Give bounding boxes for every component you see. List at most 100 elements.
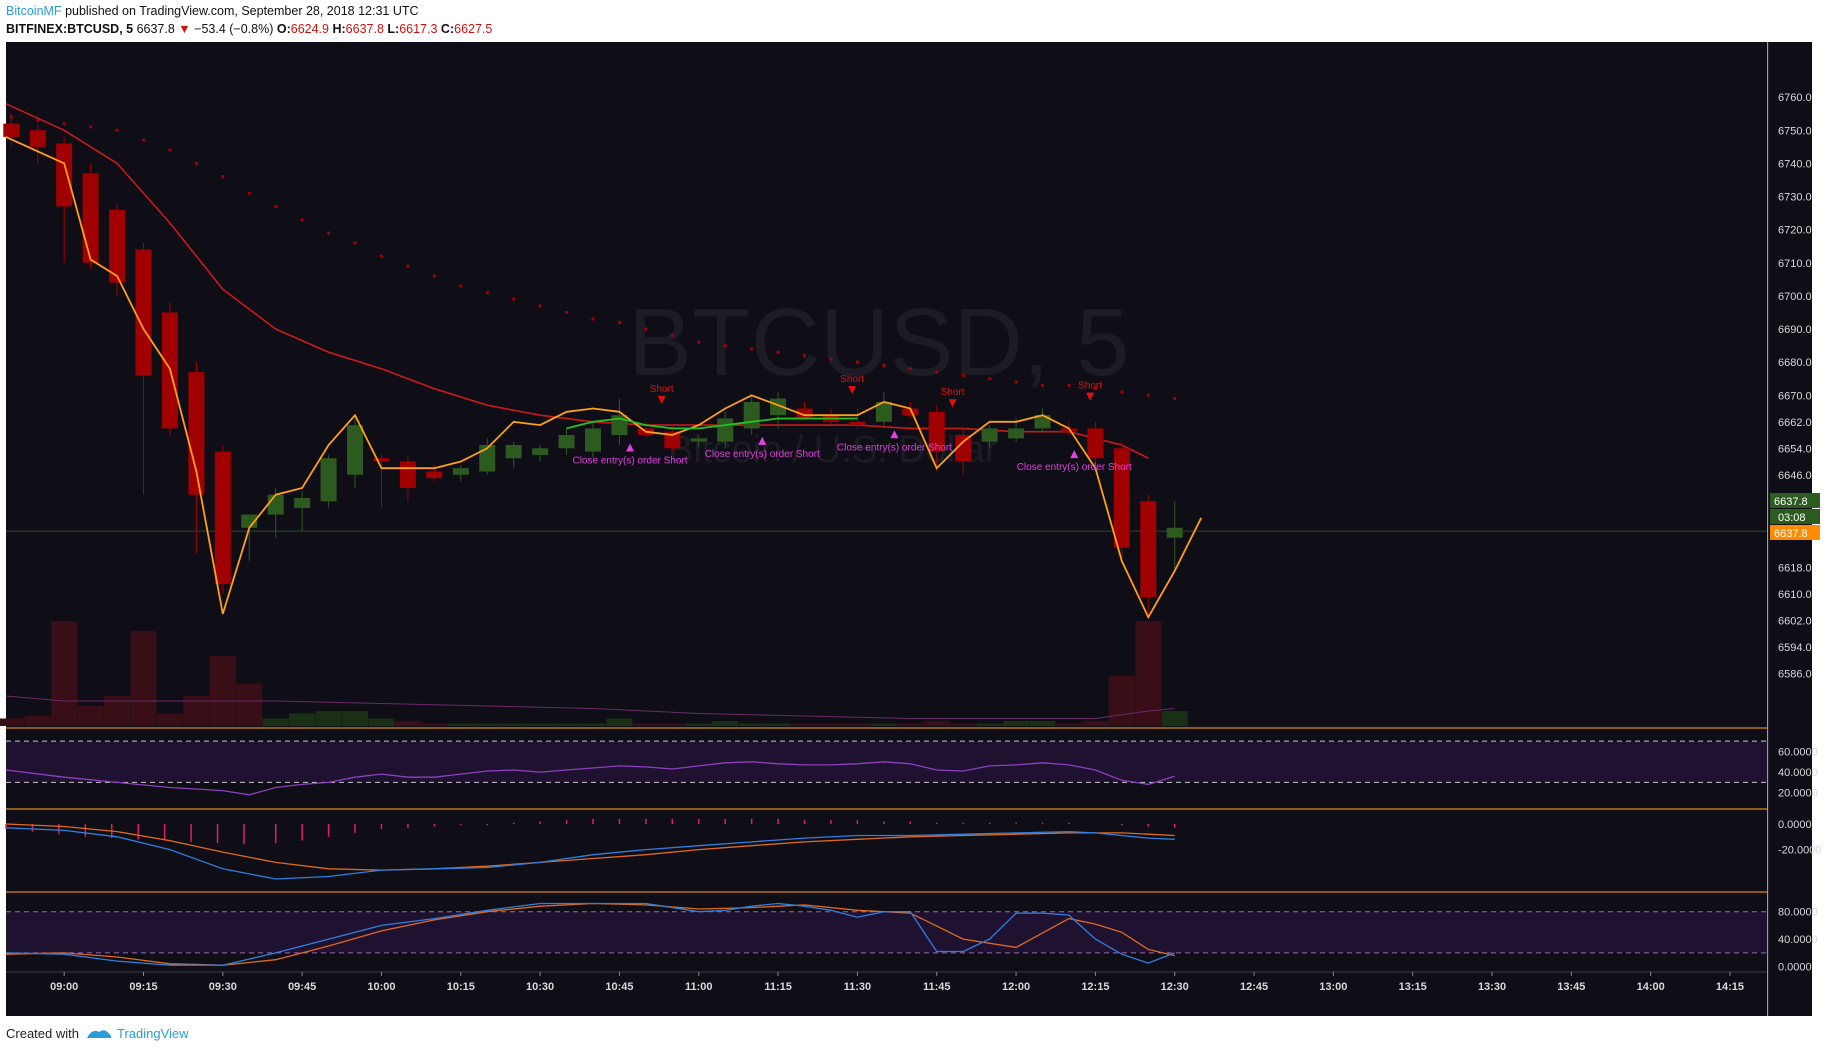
volume-bar — [421, 723, 448, 726]
sar-dot — [1067, 383, 1071, 387]
time-tick-label: 13:00 — [1319, 981, 1347, 993]
sar-dot — [512, 297, 516, 301]
time-tick-label: 09:45 — [288, 981, 316, 993]
price-tick-label: 6654.0 — [1778, 443, 1812, 455]
volume-bar — [606, 718, 633, 726]
short-arrow-icon — [948, 399, 957, 408]
candle-down — [3, 123, 20, 137]
price-tick-label: 6602.0 — [1778, 616, 1812, 628]
sar-dot — [221, 175, 225, 179]
candle-up — [690, 438, 707, 442]
time-tick-label: 12:15 — [1081, 981, 1109, 993]
price-change: −53.4 (−0.8%) — [194, 22, 274, 36]
candle-down — [188, 372, 205, 495]
sar-dot — [168, 148, 172, 152]
time-tick-label: 11:15 — [764, 981, 792, 993]
sar-dot — [591, 317, 595, 321]
price-tick-label: 6610.0 — [1778, 589, 1812, 601]
close-arrow-icon — [1070, 450, 1079, 459]
symbol-line: BITFINEX:BTCUSD, 5 6637.8 ▼ −53.4 (−0.8%… — [6, 22, 492, 36]
volume-bar — [1108, 676, 1135, 726]
candle-down — [109, 209, 126, 283]
short-arrow-icon — [1086, 392, 1095, 401]
price-tick-label: 6740.0 — [1778, 158, 1812, 170]
macd-signal-line — [5, 823, 1175, 871]
candle-up — [347, 425, 364, 475]
close-order-label: Close entry(s) order Short — [572, 456, 687, 467]
short-arrow-icon — [848, 385, 857, 394]
stoch-band — [6, 911, 1767, 953]
time-axis-background — [6, 972, 1767, 1016]
time-tick-label: 09:15 — [129, 981, 157, 993]
open-label: O: — [276, 22, 291, 36]
price-tick-label: 6586.0 — [1778, 669, 1812, 681]
chart-header: BitcoinMF published on TradingView.com, … — [0, 0, 1828, 42]
volume-bar — [1161, 711, 1188, 726]
time-tick-label: 12:00 — [1002, 981, 1030, 993]
candle-down — [82, 173, 99, 263]
volume-bar — [685, 723, 712, 726]
price-tick-label: 6646.0 — [1778, 470, 1812, 482]
candle-up — [479, 444, 496, 472]
volume-bar — [923, 721, 950, 726]
volume-bar — [632, 723, 659, 726]
sar-dot — [432, 274, 436, 278]
sar-dot — [882, 363, 886, 368]
volume-bar — [870, 723, 897, 726]
sar-dot — [961, 373, 965, 378]
candle-up — [505, 444, 522, 459]
price-tick-label: 6730.0 — [1778, 192, 1812, 204]
tradingview-link[interactable]: TradingView — [117, 1026, 189, 1041]
high-label: H: — [332, 22, 346, 36]
sar-dot — [459, 284, 463, 288]
time-tick-label: 10:30 — [526, 981, 554, 993]
short-arrow-icon — [657, 395, 666, 404]
rsi-tick-label: 20.0000 — [1778, 788, 1818, 800]
time-tick-label: 11:00 — [685, 981, 713, 993]
volume-bar — [791, 723, 818, 726]
sar-dot — [1173, 396, 1177, 401]
volume-bar — [156, 713, 183, 726]
high-value: 6637.8 — [345, 22, 384, 36]
volume-bar — [342, 711, 369, 726]
down-arrow-icon: ▼ — [178, 22, 191, 36]
candle-up — [743, 401, 760, 429]
candle-up — [1008, 428, 1025, 439]
volume-bar — [24, 716, 51, 726]
close-order-label: Close entry(s) order Short — [705, 449, 820, 460]
volume-bar — [500, 723, 527, 726]
sar-dot — [247, 191, 251, 195]
chart-watermark: BTCUSD, 5 — [628, 289, 1129, 396]
close-order-label: Close entry(s) order Short — [837, 442, 952, 453]
candle-up — [452, 468, 469, 475]
volume-bar — [950, 723, 977, 726]
sar-dot — [1120, 390, 1124, 394]
footer: Created with TradingView — [0, 1016, 1828, 1052]
sar-dot — [697, 340, 701, 344]
price-tick-label: 6750.0 — [1778, 125, 1812, 137]
candle-up — [1034, 415, 1051, 429]
candle-down — [56, 143, 73, 207]
sar-dot — [353, 241, 357, 245]
short-signal-label: Short — [650, 384, 674, 395]
last-price-badge — [1770, 492, 1820, 508]
candle-up — [320, 458, 337, 502]
candle-down — [849, 421, 866, 426]
sar-dot — [1093, 387, 1097, 391]
author-link[interactable]: BitcoinMF — [6, 4, 62, 18]
time-tick-label: 13:30 — [1478, 981, 1506, 993]
candle-down — [928, 411, 945, 452]
time-tick-label: 13:45 — [1557, 981, 1585, 993]
candle-down — [29, 130, 46, 147]
close-arrow-icon — [626, 443, 635, 452]
time-tick-label: 10:45 — [605, 981, 633, 993]
current-price-badge-text: 6637.8 — [1774, 528, 1808, 540]
volume-ma-line — [5, 695, 1175, 719]
sar-dot — [829, 357, 833, 361]
sar-dot — [485, 290, 489, 295]
sar-dot — [776, 350, 780, 354]
low-label: L: — [387, 22, 400, 36]
sar-dot — [194, 161, 198, 165]
volume-bar — [1029, 721, 1056, 726]
